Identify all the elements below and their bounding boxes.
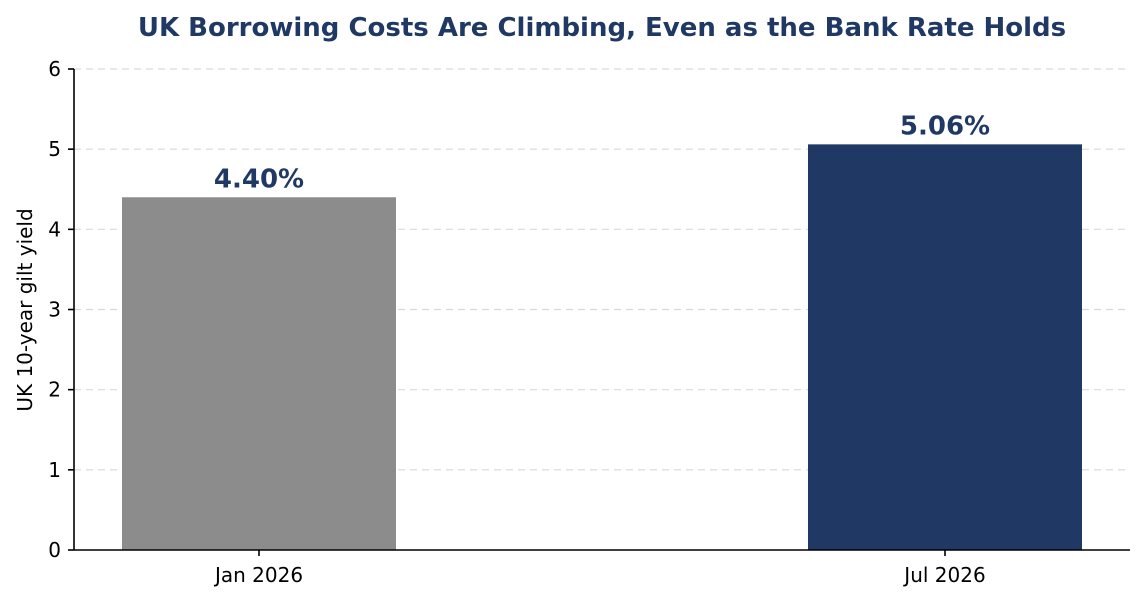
chart-title: UK Borrowing Costs Are Climbing, Even as… [138, 13, 1066, 43]
bar-value-label: 5.06% [900, 111, 990, 141]
y-tick-label: 3 [48, 298, 61, 322]
y-tick-label: 6 [48, 57, 61, 81]
x-tick-label: Jul 2026 [902, 563, 985, 587]
y-tick-label: 2 [48, 378, 61, 402]
bar [808, 144, 1082, 550]
y-axis-label: UK 10-year gilt yield [13, 208, 37, 411]
bar [122, 197, 396, 550]
y-tick-label: 1 [48, 458, 61, 482]
bar-value-label: 4.40% [214, 164, 304, 194]
data-labels: 4.40% 5.06% [214, 111, 990, 194]
x-axis-ticks: Jan 2026 Jul 2026 [213, 550, 986, 587]
x-tick-label: Jan 2026 [213, 563, 303, 587]
y-tick-label: 4 [48, 217, 61, 241]
y-tick-label: 5 [48, 137, 61, 161]
y-tick-label: 0 [48, 538, 61, 562]
y-axis-ticks: 0 1 2 3 4 5 6 [48, 57, 74, 562]
bars [122, 144, 1082, 550]
